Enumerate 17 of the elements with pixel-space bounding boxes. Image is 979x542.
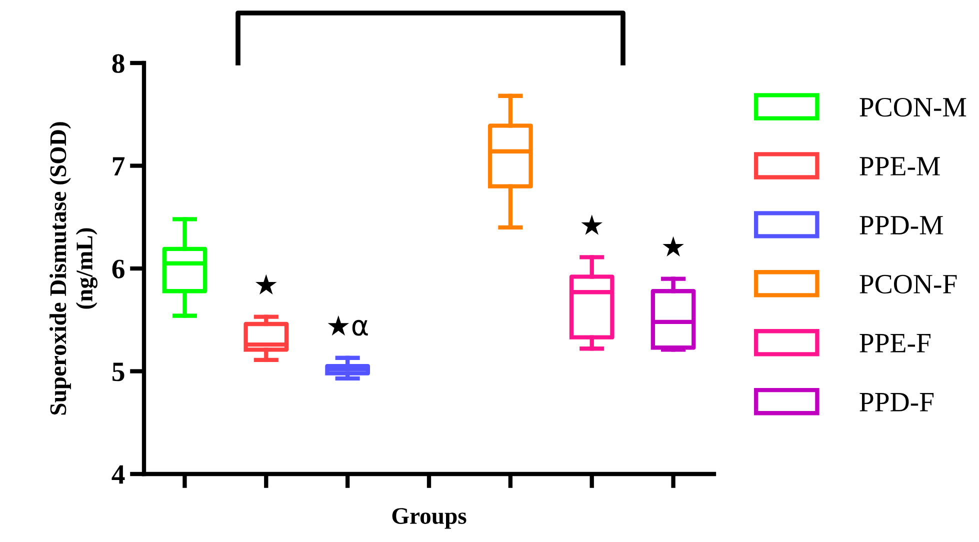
annotation: ★	[662, 236, 684, 256]
legend-label: PPD-F	[860, 393, 934, 412]
legend-label: PCON-F	[860, 274, 957, 294]
y-tick-label: 5	[112, 362, 124, 382]
x-axis-title: Groups	[392, 508, 466, 529]
y-tick-label: 7	[112, 157, 125, 176]
legend-label: PPD-M	[860, 216, 943, 234]
y-axis-title: Superoxide Dismutase (SOD) (ng/mL)	[50, 122, 98, 415]
legend-label: PCON-M	[860, 98, 966, 117]
y-tick-label: 6	[112, 260, 124, 278]
y-tick-label: 4	[112, 465, 125, 484]
legend-label: PPE-M	[860, 157, 940, 176]
annotation: ★	[581, 214, 603, 235]
annotation: ★	[255, 274, 277, 294]
annotation: ★α	[328, 315, 368, 336]
y-tick-label: 8	[112, 54, 124, 73]
legend-label: PPE-F	[860, 334, 930, 352]
